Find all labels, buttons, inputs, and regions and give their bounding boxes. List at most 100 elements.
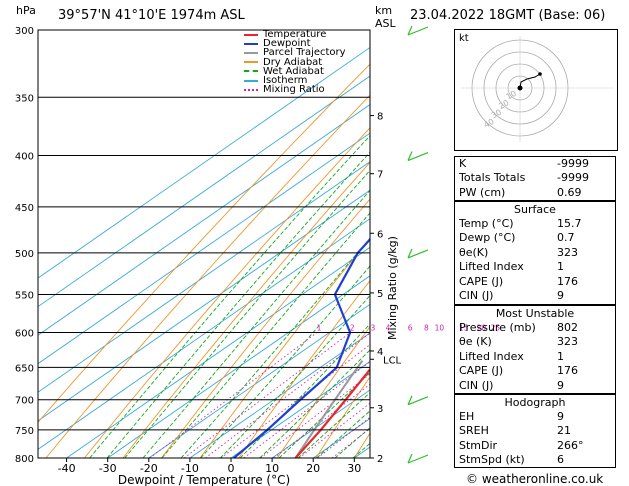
- km-tick-label: 3: [377, 404, 383, 415]
- x-tick-label: -30: [99, 462, 117, 475]
- x-tick-label: 10: [265, 462, 279, 475]
- table-row: StmDir 266°: [455, 439, 615, 453]
- wind-barb-staff: [407, 454, 429, 464]
- wind-barb-staff: [407, 249, 429, 259]
- legend-item: Parcel Trajectory: [244, 48, 346, 58]
- row-label: θe (K): [459, 335, 492, 349]
- chart-location-title: 39°57'N 41°10'E 1974m ASL: [58, 8, 245, 23]
- row-value: 266°: [557, 438, 584, 452]
- wind-barb-staff: [407, 26, 429, 36]
- table-row: CAPE (J) 176: [455, 364, 615, 378]
- mixing-ratio-label: 25: [491, 323, 501, 332]
- table-row: Pressure (mb) 802: [455, 321, 615, 335]
- legend-label: Wet Adiabat: [263, 65, 324, 77]
- row-value: 6: [557, 453, 564, 467]
- row-value: 1: [557, 349, 564, 363]
- wind-barb: [407, 395, 429, 406]
- row-value: 0.69: [557, 185, 582, 199]
- parcel-trajectory-line: [294, 360, 364, 458]
- indices-table: K -9999 Totals Totals -9999 PW (cm) 0.69: [454, 156, 616, 201]
- wind-barb-staff: [407, 396, 429, 406]
- mixing-ratio-label: 6: [408, 323, 413, 332]
- mixing-ratio-label: 15: [459, 323, 469, 332]
- wind-barb: [407, 151, 429, 162]
- isotherm-line: [38, 189, 370, 422]
- wind-barb-flag: [407, 248, 413, 259]
- table-row: CIN (J) 9: [455, 379, 615, 393]
- chart-legend: Temperature Dewpoint Parcel Trajectory Dry …: [244, 30, 346, 96]
- table-row: Lifted Index 1: [455, 350, 615, 364]
- surface-table: Surface Temp (°C) 15.7 Dewp (°C) 0.7 θe(K) 32…: [454, 201, 616, 305]
- row-value: -9999: [557, 171, 589, 185]
- lcl-label: LCL: [383, 355, 402, 366]
- legend-swatch: [244, 42, 258, 45]
- row-label: CIN (J): [459, 288, 494, 302]
- table-row: θe(K) 323: [455, 246, 615, 260]
- mixing-ratio-line: [243, 361, 370, 458]
- x-axis-title: Dewpoint / Temperature (°C): [118, 473, 290, 486]
- plot-frame: [37, 29, 371, 459]
- row-label: CAPE (J): [459, 274, 504, 288]
- km-tick-label: 6: [377, 229, 383, 240]
- row-value: 323: [557, 245, 578, 259]
- most-unstable-table: Most Unstable Pressure (mb) 802 θe (K) 323 L…: [454, 305, 616, 394]
- pressure-tick-label: 750: [15, 426, 34, 437]
- isotherm-line: [38, 218, 370, 450]
- row-label: Temp (°C): [459, 217, 514, 230]
- row-value: 176: [557, 274, 578, 288]
- isotherm-line: [38, 132, 370, 365]
- row-label: EH: [459, 410, 475, 423]
- row-value: 0.7: [557, 231, 575, 245]
- mixing-ratio-label: 1: [317, 323, 322, 332]
- mixing-ratio-label: 20: [477, 323, 487, 332]
- row-label: Pressure (mb): [459, 321, 536, 334]
- legend-label: Dewpoint: [263, 38, 311, 50]
- pressure-tick-label: 300: [15, 26, 34, 37]
- row-value: 802: [557, 321, 578, 334]
- mixing-ratio-label: 4: [386, 323, 391, 332]
- wind-barb-flag: [407, 25, 413, 36]
- isotherm-line: [38, 104, 370, 336]
- row-label: Lifted Index: [459, 260, 524, 274]
- table-row: Dewp (°C) 0.7: [455, 231, 615, 245]
- hodograph-endpoint: [538, 72, 542, 76]
- mixing-ratio-label: 2: [350, 323, 355, 332]
- row-label: Lifted Index: [459, 349, 524, 363]
- row-value: 9: [557, 288, 564, 302]
- isotherm-line: [66, 246, 370, 458]
- wind-barb-flag: [407, 151, 413, 161]
- isotherm-line: [107, 275, 370, 458]
- row-label: Totals Totals: [459, 171, 526, 185]
- row-value: 1: [557, 260, 564, 274]
- temperature-line: [294, 367, 370, 458]
- isotherm-line: [189, 332, 370, 458]
- row-value: 9: [557, 410, 564, 423]
- pressure-tick-label: 500: [15, 249, 34, 260]
- row-value: -9999: [557, 157, 589, 170]
- legend-label: Mixing Ratio: [263, 84, 325, 96]
- row-label: Dewp (°C): [459, 231, 516, 245]
- footer-credit[interactable]: © weatheronline.co.uk: [466, 472, 604, 486]
- legend-swatch: [244, 51, 258, 54]
- table-row: EH 9: [455, 410, 615, 424]
- legend-item: Temperature: [244, 30, 346, 40]
- isotherm-line: [38, 46, 370, 279]
- row-value: 323: [557, 335, 578, 349]
- x-tick-label: -20: [140, 462, 158, 475]
- x-tick-label: 30: [347, 462, 361, 475]
- legend-item: Wet Adiabat: [244, 65, 346, 77]
- legend-swatch: [244, 88, 258, 91]
- row-label: CAPE (J): [459, 364, 504, 378]
- mixing-ratio-line: [183, 332, 351, 458]
- km-tick-label: 2: [377, 454, 383, 465]
- km-tick-label: 8: [377, 112, 383, 123]
- hodograph-storm-motion: [517, 85, 523, 91]
- legend-item: Dewpoint: [244, 38, 346, 50]
- isotherm-line: [38, 161, 370, 393]
- pressure-tick-label: 550: [15, 290, 34, 301]
- row-label: StmSpd (kt): [459, 453, 525, 467]
- legend-swatch: [244, 33, 258, 36]
- chart-datetime-title: 23.04.2022 18GMT (Base: 06): [410, 8, 606, 23]
- height-unit-asl: ASL: [375, 17, 396, 30]
